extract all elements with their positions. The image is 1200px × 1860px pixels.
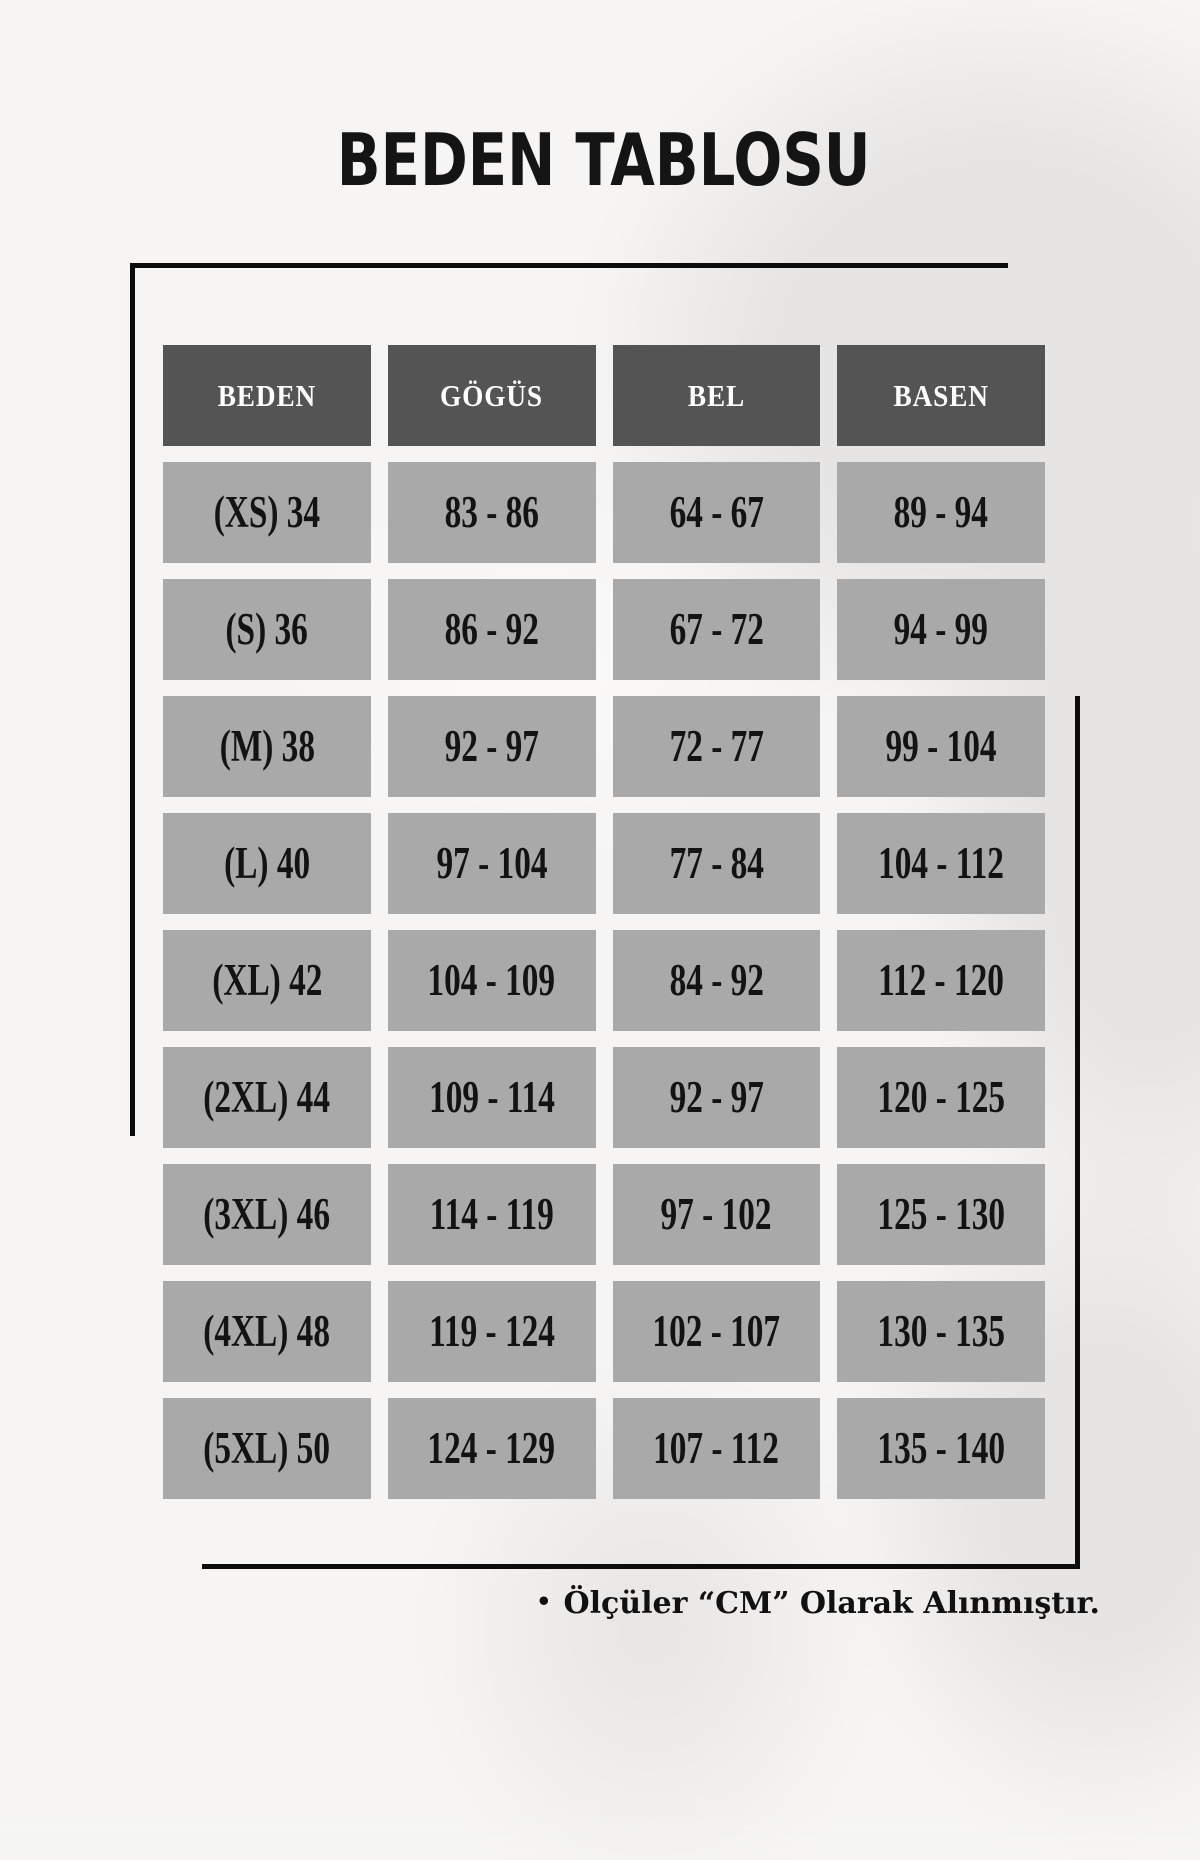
size-cell-label: (XS) 34 [213, 487, 321, 537]
size-cell-label: (3XL) 46 [203, 1189, 331, 1239]
measure-cell: 112 - 120 [837, 930, 1045, 1031]
measure-cell-label: 109 - 114 [428, 1072, 555, 1122]
decor-line-left [130, 263, 135, 1136]
size-cell-label: (L) 40 [223, 838, 310, 888]
measure-cell-label: 94 - 99 [893, 604, 989, 654]
page-title-text: BEDEN TABLOSU [337, 118, 871, 202]
measure-cell: 99 - 104 [837, 696, 1045, 797]
measure-cell-label: 64 - 67 [669, 487, 764, 537]
measure-cell-label: 124 - 129 [427, 1423, 556, 1473]
measure-cell-label: 77 - 84 [669, 838, 764, 888]
decor-line-bottom [202, 1564, 1080, 1569]
measure-cell: 119 - 124 [387, 1281, 596, 1382]
measure-cell: 67 - 72 [612, 579, 821, 680]
page-title: BEDEN TABLOSU [163, 118, 1045, 202]
header-cell-label: BEL [687, 378, 745, 413]
size-cell: (5XL) 50 [163, 1398, 371, 1499]
measure-cell: 94 - 99 [837, 579, 1045, 680]
size-cell: (XS) 34 [163, 462, 371, 563]
measure-cell-label: 135 - 140 [877, 1423, 1005, 1473]
header-cell: BEL [612, 345, 821, 446]
header-cell: GÖGÜS [387, 345, 596, 446]
measure-cell: 64 - 67 [612, 462, 821, 563]
measure-cell-label: 104 - 112 [878, 838, 1005, 888]
measure-cell-label: 92 - 97 [669, 1072, 764, 1122]
measure-cell-label: 119 - 124 [428, 1306, 555, 1356]
header-cell-label: GÖGÜS [440, 378, 544, 413]
measure-cell-label: 72 - 77 [669, 721, 764, 771]
measure-cell: 114 - 119 [387, 1164, 596, 1265]
measure-cell: 86 - 92 [387, 579, 596, 680]
measure-cell: 104 - 109 [387, 930, 596, 1031]
size-cell: (XL) 42 [163, 930, 371, 1031]
size-cell: (S) 36 [163, 579, 371, 680]
measure-cell: 135 - 140 [837, 1398, 1045, 1499]
size-cell: (3XL) 46 [163, 1164, 371, 1265]
size-cell-label: (S) 36 [225, 604, 309, 654]
measure-cell-label: 125 - 130 [877, 1189, 1005, 1239]
measure-cell-label: 99 - 104 [885, 721, 997, 771]
size-cell: (M) 38 [163, 696, 371, 797]
size-cell: (4XL) 48 [163, 1281, 371, 1382]
size-cell-label: (2XL) 44 [203, 1072, 331, 1122]
header-cell-label: BEDEN [217, 378, 317, 413]
measure-cell-label: 89 - 94 [893, 487, 989, 537]
size-cell-label: (M) 38 [219, 721, 315, 771]
measure-cell: 120 - 125 [837, 1047, 1045, 1148]
measure-cell-label: 114 - 119 [429, 1189, 554, 1239]
header-cell-label: BASEN [893, 378, 989, 413]
size-cell-label: (XL) 42 [211, 955, 322, 1005]
measure-cell: 83 - 86 [387, 462, 596, 563]
measure-cell: 77 - 84 [612, 813, 821, 914]
measure-cell: 84 - 92 [612, 930, 821, 1031]
decor-line-top [130, 263, 1008, 268]
measure-cell-label: 97 - 102 [660, 1189, 772, 1239]
measure-cell-label: 86 - 92 [444, 604, 539, 654]
note-bullet: • [536, 1587, 552, 1616]
measure-cell: 102 - 107 [612, 1281, 821, 1382]
measure-cell: 92 - 97 [387, 696, 596, 797]
measure-cell-label: 92 - 97 [444, 721, 539, 771]
measure-cell: 97 - 104 [387, 813, 596, 914]
measure-cell-label: 102 - 107 [652, 1306, 781, 1356]
measure-cell-label: 67 - 72 [669, 604, 764, 654]
header-cell: BEDEN [163, 345, 371, 446]
measure-cell-label: 83 - 86 [444, 487, 539, 537]
measure-cell: 104 - 112 [837, 813, 1045, 914]
measure-cell-label: 84 - 92 [669, 955, 764, 1005]
decor-line-right [1075, 696, 1080, 1569]
measure-cell-label: 107 - 112 [653, 1423, 780, 1473]
measure-cell: 72 - 77 [612, 696, 821, 797]
measure-cell-label: 130 - 135 [877, 1306, 1005, 1356]
measure-cell-label: 104 - 109 [427, 955, 556, 1005]
measure-cell-label: 97 - 104 [436, 838, 548, 888]
size-cell: (L) 40 [163, 813, 371, 914]
measure-cell-label: 120 - 125 [877, 1072, 1005, 1122]
size-cell: (2XL) 44 [163, 1047, 371, 1148]
size-cell-label: (4XL) 48 [203, 1306, 331, 1356]
size-cell-label: (5XL) 50 [203, 1423, 331, 1473]
measure-cell: 97 - 102 [612, 1164, 821, 1265]
measure-cell: 125 - 130 [837, 1164, 1045, 1265]
header-cell: BASEN [837, 345, 1045, 446]
measure-cell: 109 - 114 [387, 1047, 596, 1148]
measure-cell: 124 - 129 [387, 1398, 596, 1499]
size-table: BEDEN GÖGÜS BEL BASEN (XS) 34 83 - 86 64 - 67 8… [163, 345, 1045, 1499]
measure-cell: 130 - 135 [837, 1281, 1045, 1382]
measure-cell: 107 - 112 [612, 1398, 821, 1499]
measure-cell-label: 112 - 120 [878, 955, 1005, 1005]
measurement-note: • Ölçüler “CM” Olarak Alınmıştır. [200, 1582, 1100, 1624]
note-text: Ölçüler “CM” Olarak Alınmıştır. [563, 1586, 1100, 1621]
measure-cell: 89 - 94 [837, 462, 1045, 563]
measure-cell: 92 - 97 [612, 1047, 821, 1148]
